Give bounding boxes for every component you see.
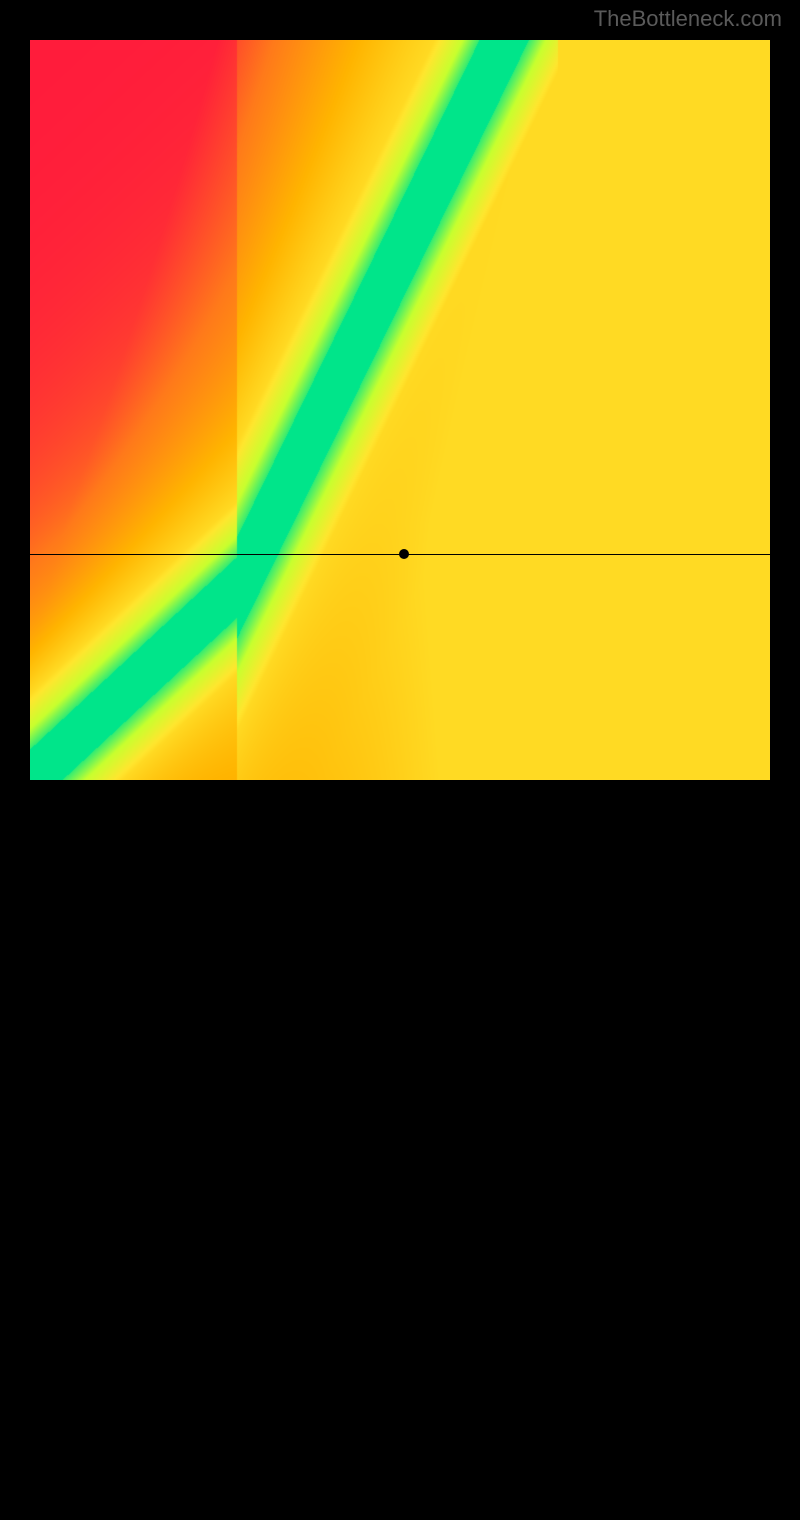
crosshair-marker xyxy=(399,549,409,559)
heatmap-plot xyxy=(30,40,770,780)
heatmap-canvas xyxy=(30,40,770,780)
crosshair-vertical xyxy=(404,780,405,1520)
watermark-text: TheBottleneck.com xyxy=(594,6,782,32)
